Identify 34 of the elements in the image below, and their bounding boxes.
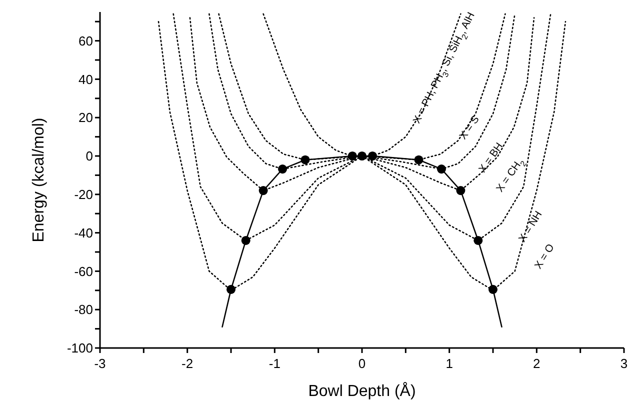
y-tick-label: -80 [74,302,93,318]
point [414,155,424,164]
point [436,164,446,174]
x-tick-label: 2 [533,356,540,372]
y-tick-label: 20 [78,110,93,126]
x-axis-title: Bowl Depth (Å) [308,382,416,400]
y-axis-title: Energy (kcal/mol) [30,118,48,242]
point [278,164,288,174]
point [456,186,466,196]
text: X = BH [476,140,506,175]
text: X = O [532,242,557,272]
y-tick-label: -20 [74,187,93,202]
y-tick-label: 40 [78,72,93,87]
y-tick-label: 60 [78,33,93,48]
point [241,236,250,245]
text: X = S [456,114,482,142]
point [474,236,483,245]
x-tick-label: -1 [268,356,280,372]
point [348,151,357,161]
point [357,151,367,161]
point [258,186,268,196]
x-tick-label: 3 [620,356,628,372]
x-tick-label: -3 [94,356,106,372]
x-tick-label: 1 [446,356,453,372]
y-tick-label: -40 [74,225,93,240]
y-tick-label: -60 [74,264,93,279]
y-tick-label: -100 [66,340,93,356]
point [300,155,310,164]
y-tick-label: 0 [86,148,93,164]
x-tick-label: 0 [358,356,366,372]
point [368,151,377,161]
point [488,284,498,294]
point [226,284,236,294]
x-tick-label: -2 [182,356,194,372]
